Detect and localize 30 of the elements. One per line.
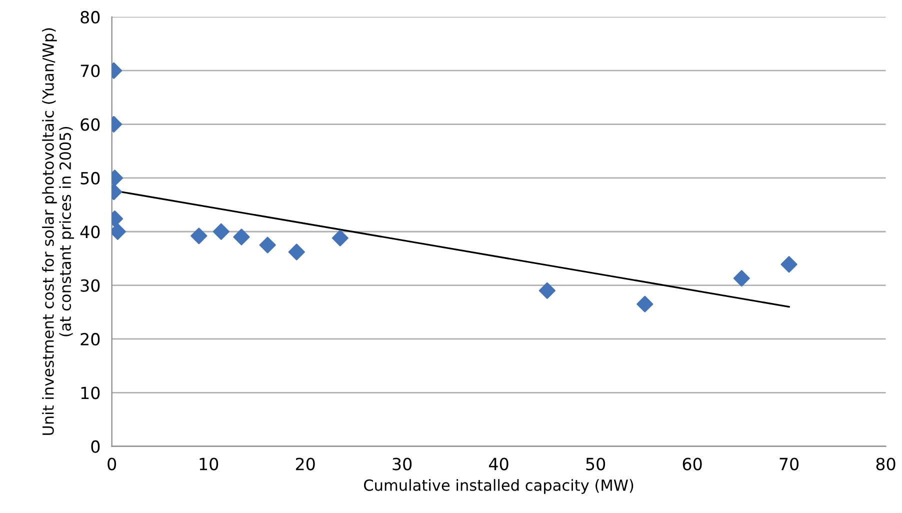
point bbox=[733, 270, 750, 287]
x-tick-label: 0 bbox=[108, 458, 116, 470]
y-tick-label: 30 bbox=[80, 279, 100, 292]
point bbox=[259, 236, 276, 254]
point bbox=[538, 282, 556, 299]
y-tick-label: 0 bbox=[91, 440, 100, 453]
point bbox=[212, 223, 230, 240]
y-tick-label: 40 bbox=[80, 226, 100, 238]
x-tick-label: 20 bbox=[296, 458, 315, 470]
y-tick-label: 10 bbox=[81, 386, 100, 400]
x-tick-label: 70 bbox=[780, 458, 799, 470]
point bbox=[636, 296, 654, 312]
x-tick-label: 40 bbox=[489, 458, 508, 470]
point bbox=[288, 244, 305, 260]
point bbox=[332, 230, 348, 246]
x-tick-label: 30 bbox=[392, 458, 412, 470]
y-tick-label: 60 bbox=[80, 118, 100, 131]
y-tick-label: 80 bbox=[80, 10, 100, 24]
point bbox=[780, 256, 798, 273]
y-tick-label: 20 bbox=[80, 332, 100, 346]
x-tick-label: 60 bbox=[682, 458, 702, 470]
x-axis-title: Cumulative installed capacity (MW) bbox=[364, 479, 634, 494]
point bbox=[233, 228, 250, 246]
x-tick-label: 80 bbox=[876, 458, 896, 470]
x-tick-label: 50 bbox=[586, 458, 606, 470]
x-tick-label: 10 bbox=[200, 458, 218, 470]
y-axis-title: Unit investment cost for solar photovoltaic (Yuan/Wp) (at constant prices in 2005) bbox=[42, 28, 74, 435]
point bbox=[190, 228, 208, 244]
y-tick-label: 70 bbox=[80, 64, 100, 78]
y-tick-label: 50 bbox=[80, 172, 100, 185]
